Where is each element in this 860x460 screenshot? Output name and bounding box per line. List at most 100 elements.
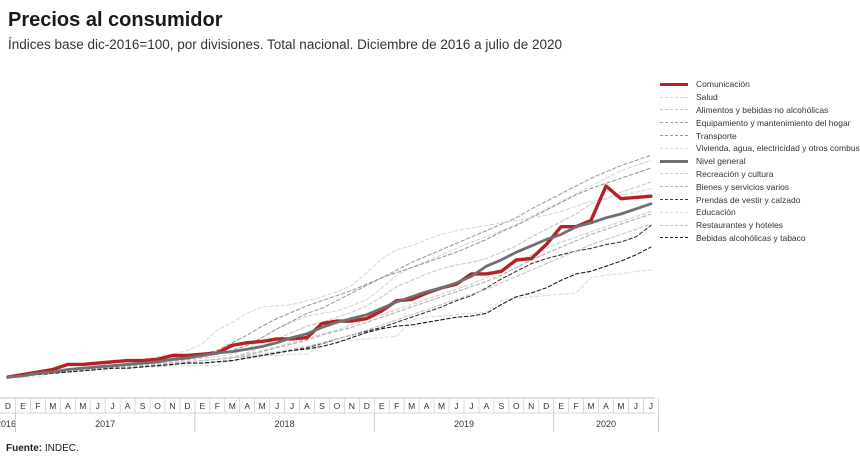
x-tick-label: A bbox=[125, 401, 131, 411]
x-tick-label: J bbox=[649, 401, 653, 411]
x-tick-label: M bbox=[229, 401, 236, 411]
x-tick-label: E bbox=[379, 401, 385, 411]
legend-label: Comunicación bbox=[696, 79, 750, 90]
legend-label: Salud bbox=[696, 92, 718, 103]
legend-label: Recreación y cultura bbox=[696, 168, 774, 179]
x-tick-label: A bbox=[484, 401, 490, 411]
x-tick-label: S bbox=[140, 401, 146, 411]
x-tick-label: J bbox=[469, 401, 473, 411]
legend-item: Recreación y cultura bbox=[660, 168, 860, 181]
x-tick-label: M bbox=[259, 401, 266, 411]
x-tick-label: A bbox=[304, 401, 310, 411]
x-tick-label: A bbox=[424, 401, 430, 411]
legend-item: Nivel general bbox=[660, 155, 860, 168]
legend-swatch bbox=[660, 173, 688, 175]
series-line-3 bbox=[7, 154, 652, 378]
chart-subtitle: Índices base dic-2016=100, por divisione… bbox=[8, 37, 562, 52]
x-tick-label: S bbox=[499, 401, 505, 411]
x-tick-label: M bbox=[588, 401, 595, 411]
x-tick-label: A bbox=[603, 401, 609, 411]
legend-item: Bienes y servicios varios bbox=[660, 180, 860, 193]
x-year-label: 2018 bbox=[275, 419, 295, 429]
x-tick-label: M bbox=[79, 401, 86, 411]
x-year-label: 2020 bbox=[596, 419, 616, 429]
x-tick-label: J bbox=[454, 401, 458, 411]
x-year-label: 2016 bbox=[0, 419, 16, 429]
legend-item: Transporte bbox=[660, 129, 860, 142]
x-tick-label: O bbox=[334, 401, 341, 411]
x-tick-label: E bbox=[20, 401, 26, 411]
legend-item: Alimentos y bebidas no alcohólicas bbox=[660, 104, 860, 117]
series-line-2 bbox=[7, 181, 652, 378]
x-year-label: 2019 bbox=[454, 419, 474, 429]
legend-swatch bbox=[660, 135, 688, 137]
x-tick-label: J bbox=[96, 401, 100, 411]
series-line-12 bbox=[7, 246, 652, 378]
legend-item: Comunicación bbox=[660, 78, 860, 91]
legend-item: Vivienda, agua, electricidad y otros com… bbox=[660, 142, 860, 155]
legend-item: Prendas de vestir y calzado bbox=[660, 193, 860, 206]
x-tick-label: D bbox=[184, 401, 190, 411]
series-line-11 bbox=[7, 223, 652, 378]
x-tick-label: F bbox=[215, 401, 220, 411]
legend-label: Transporte bbox=[696, 130, 737, 141]
x-tick-label: J bbox=[275, 401, 279, 411]
x-tick-label: A bbox=[65, 401, 71, 411]
legend-item: Equipamiento y mantenimiento del hogar bbox=[660, 116, 860, 129]
series-line-4 bbox=[7, 167, 652, 378]
x-tick-label: E bbox=[558, 401, 564, 411]
legend-swatch bbox=[660, 159, 688, 163]
chart-title: Precios al consumidor bbox=[8, 9, 223, 31]
x-tick-label: J bbox=[111, 401, 115, 411]
x-tick-label: N bbox=[349, 401, 355, 411]
chart-legend: Comunicación Salud Alimentos y bebidas no … bbox=[660, 78, 860, 244]
legend-swatch bbox=[660, 186, 688, 188]
x-tick-label: D bbox=[364, 401, 370, 411]
legend-label: Alimentos y bebidas no alcohólicas bbox=[696, 104, 829, 115]
legend-swatch bbox=[660, 109, 688, 111]
legend-swatch bbox=[660, 82, 688, 86]
legend-item: Educación bbox=[660, 206, 860, 219]
x-tick-label: E bbox=[200, 401, 206, 411]
x-tick-label: A bbox=[244, 401, 250, 411]
x-tick-label: D bbox=[543, 401, 549, 411]
legend-swatch bbox=[660, 96, 688, 98]
legend-label: Prendas de vestir y calzado bbox=[696, 194, 801, 205]
x-tick-label: N bbox=[169, 401, 175, 411]
legend-label: Nivel general bbox=[696, 156, 746, 167]
x-tick-label: F bbox=[573, 401, 578, 411]
legend-label: Restaurantes y hoteles bbox=[696, 220, 783, 231]
x-tick-label: M bbox=[49, 401, 56, 411]
source-label: Fuente: bbox=[6, 443, 43, 454]
legend-label: Bebidas alcohólicas y tabaco bbox=[696, 232, 806, 243]
legend-item: Salud bbox=[660, 91, 860, 104]
series-line-8 bbox=[7, 213, 652, 378]
x-year-label: 2017 bbox=[95, 419, 115, 429]
x-tick-label: O bbox=[154, 401, 161, 411]
x-tick-label: N bbox=[528, 401, 534, 411]
series-line-6 bbox=[6, 202, 653, 379]
x-tick-label: F bbox=[35, 401, 40, 411]
legend-swatch bbox=[660, 199, 688, 201]
x-tick-label: D bbox=[5, 401, 11, 411]
x-tick-label: O bbox=[513, 401, 520, 411]
legend-label: Educación bbox=[696, 207, 736, 218]
legend-swatch bbox=[660, 237, 688, 239]
series-line-5 bbox=[7, 187, 652, 378]
legend-swatch bbox=[660, 122, 688, 124]
x-tick-label: J bbox=[290, 401, 294, 411]
legend-item: Restaurantes y hoteles bbox=[660, 219, 860, 232]
source-value: INDEC. bbox=[44, 443, 79, 454]
x-tick-label: J bbox=[634, 401, 638, 411]
x-tick-label: M bbox=[617, 401, 624, 411]
series-line-9 bbox=[7, 224, 652, 378]
source-note: Fuente: INDEC. bbox=[6, 443, 79, 454]
legend-label: Bienes y servicios varios bbox=[696, 181, 790, 192]
x-tick-label: S bbox=[319, 401, 325, 411]
x-tick-label: F bbox=[394, 401, 399, 411]
series-line-0 bbox=[6, 184, 653, 379]
legend-item: Bebidas alcohólicas y tabaco bbox=[660, 232, 860, 245]
x-tick-label: M bbox=[438, 401, 445, 411]
legend-label: Vivienda, agua, electricidad y otros com… bbox=[696, 143, 860, 154]
